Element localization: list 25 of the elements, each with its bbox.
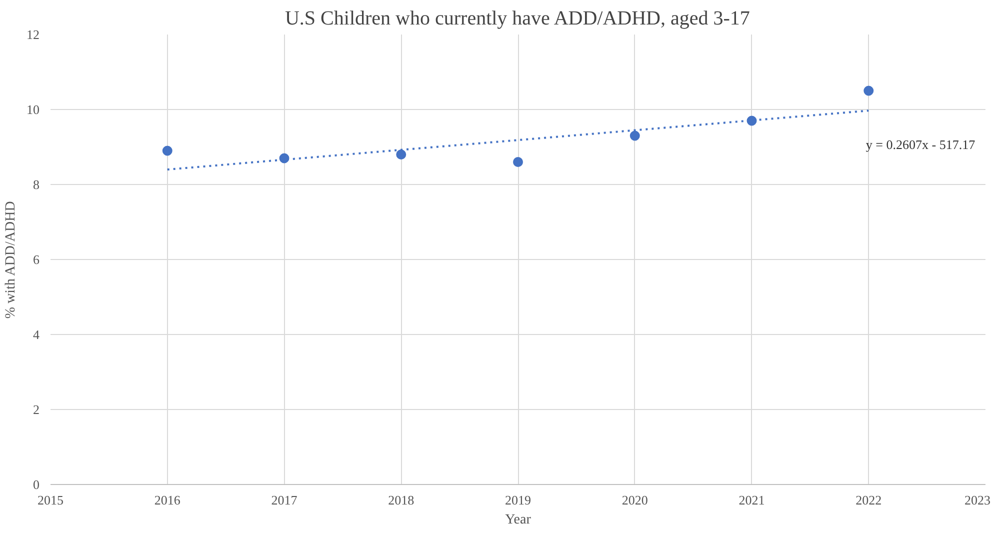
y-tick-label: 4 [33,327,40,342]
point [630,130,640,141]
y-axis-title: % with ADD/ADHD [4,201,18,319]
x-tick-label: 2019 [505,492,531,508]
y-tick-label: 12 [26,27,40,42]
y-tick-label: 0 [33,477,40,492]
point [396,150,406,160]
x-tick-label: 2016 [154,492,181,508]
point [162,146,172,156]
chart-title: U.S Children who currently have ADD/ADHD, aged 3-17 [284,8,750,30]
x-axis-title: Year [505,512,532,528]
x-tick-label: 2017 [271,492,298,508]
x-tick-label: 2015 [38,492,64,508]
annotation: y = 0.2607x - 517.17 [866,137,976,152]
y-tick-label: 6 [33,252,40,267]
x-tick-label: 2020 [622,492,648,508]
y-tick-label: 8 [33,177,40,192]
x-tick-label: 2021 [738,492,765,508]
point [864,86,874,96]
y-tick-label: 10 [26,102,40,117]
y-tick-label: 2 [33,402,40,417]
x-tick-label: 2018 [388,492,414,508]
x-tick-label: 2022 [856,492,882,508]
point [513,157,523,167]
x-tick-label: 2023 [964,492,990,508]
